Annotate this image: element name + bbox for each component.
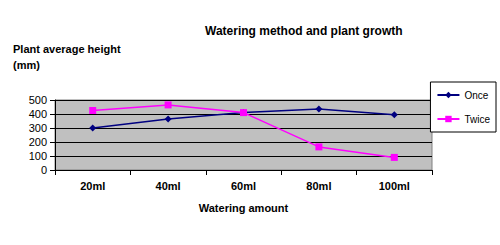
svg-text:60ml: 60ml xyxy=(231,180,256,192)
svg-text:Twice: Twice xyxy=(464,114,490,125)
svg-text:400: 400 xyxy=(29,108,47,120)
svg-text:(mm): (mm) xyxy=(13,59,40,71)
svg-text:80ml: 80ml xyxy=(306,180,331,192)
svg-text:200: 200 xyxy=(29,136,47,148)
svg-text:40ml: 40ml xyxy=(156,180,181,192)
svg-text:500: 500 xyxy=(29,94,47,106)
svg-text:20ml: 20ml xyxy=(80,180,105,192)
svg-text:0: 0 xyxy=(41,164,47,176)
svg-text:100ml: 100ml xyxy=(379,180,410,192)
svg-text:300: 300 xyxy=(29,122,47,134)
svg-text:100: 100 xyxy=(29,150,47,162)
svg-text:Once: Once xyxy=(464,90,488,101)
svg-text:Watering amount: Watering amount xyxy=(199,202,289,214)
svg-text:Watering method and plant grow: Watering method and plant growth xyxy=(205,24,403,38)
svg-text:Plant average height: Plant average height xyxy=(13,43,121,55)
